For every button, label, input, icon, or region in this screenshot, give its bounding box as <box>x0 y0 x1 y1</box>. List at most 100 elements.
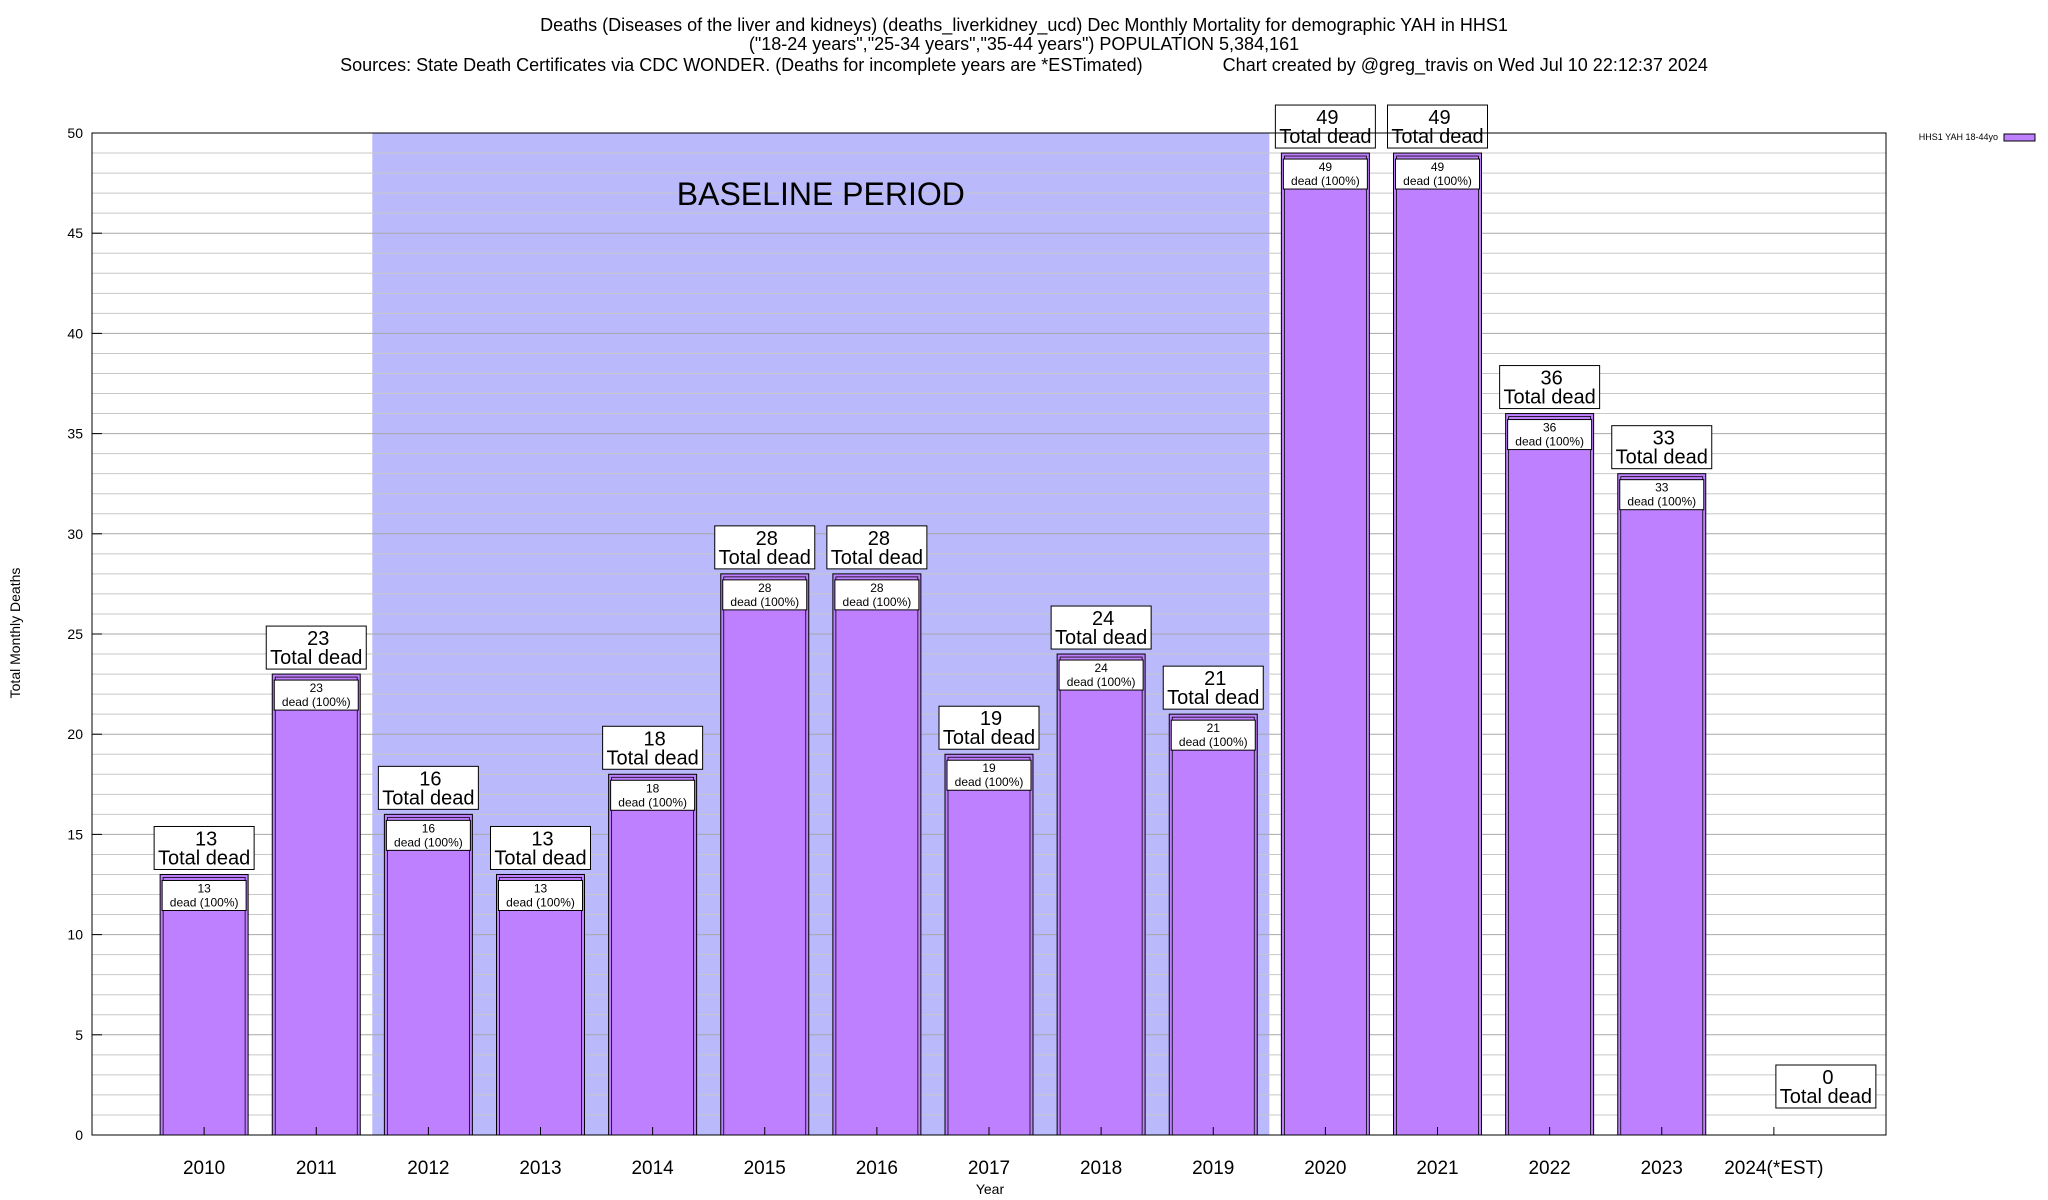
total-dead-label: Total dead <box>943 727 1035 749</box>
inner-percent-label: dead (100%) <box>394 835 463 849</box>
total-dead-label: Total dead <box>1167 687 1259 709</box>
total-label-box <box>1274 104 1376 149</box>
x-tick-label: 2018 <box>1080 1158 1122 1179</box>
total-dead-label: Total dead <box>270 647 362 669</box>
bar <box>608 773 698 1136</box>
y-axis-label: Total Monthly Deaths <box>7 568 23 699</box>
x-tick-label: 2012 <box>407 1158 449 1179</box>
chart-title-line-2: ("18-24 years","25-34 years","35-44 year… <box>749 34 1299 54</box>
bar <box>496 873 585 1136</box>
inner-label-box <box>273 679 359 711</box>
total-label-box <box>1499 365 1601 410</box>
inner-label-box <box>834 579 920 611</box>
total-dead-label: Total dead <box>719 547 811 569</box>
bar <box>944 753 1034 1136</box>
total-value-label: 24 <box>1092 608 1114 630</box>
x-tick-label: 2020 <box>1304 1158 1346 1179</box>
inner-percent-label: dead (100%) <box>1179 735 1248 749</box>
inner-value-label: 49 <box>1431 160 1445 174</box>
total-dead-label: Total dead <box>831 547 923 569</box>
bar <box>1280 152 1370 1136</box>
inner-value-label: 28 <box>758 581 772 595</box>
inner-value-label: 13 <box>534 881 548 895</box>
bar <box>1393 152 1482 1136</box>
inner-percent-label: dead (100%) <box>730 595 799 609</box>
inner-label-box <box>1619 479 1705 511</box>
total-label-box <box>602 725 704 770</box>
inner-label-box <box>1282 158 1368 190</box>
total-label-box <box>377 765 479 810</box>
plot-frame <box>91 132 1887 1136</box>
inner-value-label: 23 <box>310 681 324 695</box>
total-value-label: 23 <box>307 628 329 650</box>
y-tick-label: 35 <box>67 426 83 442</box>
total-value-label: 33 <box>1653 428 1675 450</box>
total-label-box <box>1387 104 1488 149</box>
bar <box>1505 413 1595 1136</box>
inner-value-label: 19 <box>982 761 996 775</box>
x-tick-label: 2017 <box>968 1158 1010 1179</box>
x-axis-label: Year <box>976 1181 1005 1197</box>
chart-title-line-3: Sources: State Death Certificates via CD… <box>340 55 1708 76</box>
y-tick-label: 30 <box>67 526 83 542</box>
y-tick-label: 15 <box>67 826 83 842</box>
total-label-box <box>938 705 1040 750</box>
inner-label-box <box>1170 719 1256 751</box>
inner-label-box <box>1058 659 1144 691</box>
total-dead-label: Total dead <box>1279 126 1371 148</box>
x-tick-label: 2014 <box>631 1158 674 1179</box>
inner-label-box <box>722 579 808 611</box>
inner-percent-label: dead (100%) <box>1067 675 1136 689</box>
x-tick-label: 2010 <box>183 1158 225 1179</box>
y-tick-label: 20 <box>67 726 83 742</box>
total-label-box <box>714 525 816 570</box>
inner-percent-label: dead (100%) <box>1515 435 1584 449</box>
inner-percent-label: dead (100%) <box>618 795 687 809</box>
x-tick-label: 2011 <box>296 1158 337 1179</box>
x-tick-label: 2015 <box>744 1158 786 1179</box>
bar <box>383 813 473 1136</box>
inner-label-box <box>498 879 583 911</box>
inner-value-label: 24 <box>1094 661 1108 675</box>
inner-percent-label: dead (100%) <box>282 695 351 709</box>
total-dead-label: Total dead <box>606 747 698 769</box>
x-tick-label: 2021 <box>1416 1158 1458 1179</box>
total-label-box <box>1162 665 1264 710</box>
total-label-box <box>153 825 255 870</box>
bar <box>1617 473 1707 1136</box>
y-tick-label: 25 <box>67 626 83 642</box>
x-tick-label: 2022 <box>1528 1158 1570 1179</box>
chart-title-line-1: Deaths (Diseases of the liver and kidney… <box>540 15 1508 36</box>
inner-value-label: 21 <box>1207 721 1221 735</box>
inner-label-box <box>1395 158 1480 190</box>
x-tick-label: 2019 <box>1192 1158 1234 1179</box>
inner-label-box <box>385 819 471 851</box>
total-value-label: 13 <box>531 828 553 850</box>
total-value-label: 21 <box>1204 668 1226 690</box>
baseline-period-label: BASELINE PERIOD <box>677 176 965 212</box>
total-value-label: 36 <box>1541 368 1563 390</box>
total-label-box <box>265 625 367 670</box>
inner-label-box <box>161 879 247 911</box>
inner-percent-label: dead (100%) <box>506 895 575 909</box>
total-dead-label: Total dead <box>158 847 250 869</box>
legend-swatch <box>2003 133 2036 142</box>
bar <box>159 873 249 1136</box>
chart-title: Deaths (Diseases of the liver and kidney… <box>340 15 1708 76</box>
inner-value-label: 18 <box>646 781 660 795</box>
y-tick-label: 45 <box>67 225 83 241</box>
total-label-box <box>490 825 591 870</box>
inner-percent-label: dead (100%) <box>170 895 239 909</box>
y-tick-label: 10 <box>67 927 83 943</box>
total-label-box <box>1611 425 1713 470</box>
y-tick-label: 5 <box>75 1027 83 1043</box>
inner-percent-label: dead (100%) <box>1403 174 1472 188</box>
bar <box>1168 713 1258 1136</box>
total-label-box <box>1050 605 1152 650</box>
inner-percent-label: dead (100%) <box>1627 495 1696 509</box>
inner-value-label: 33 <box>1655 481 1669 495</box>
total-value-label: 28 <box>868 528 890 550</box>
total-value-label: 28 <box>756 528 778 550</box>
